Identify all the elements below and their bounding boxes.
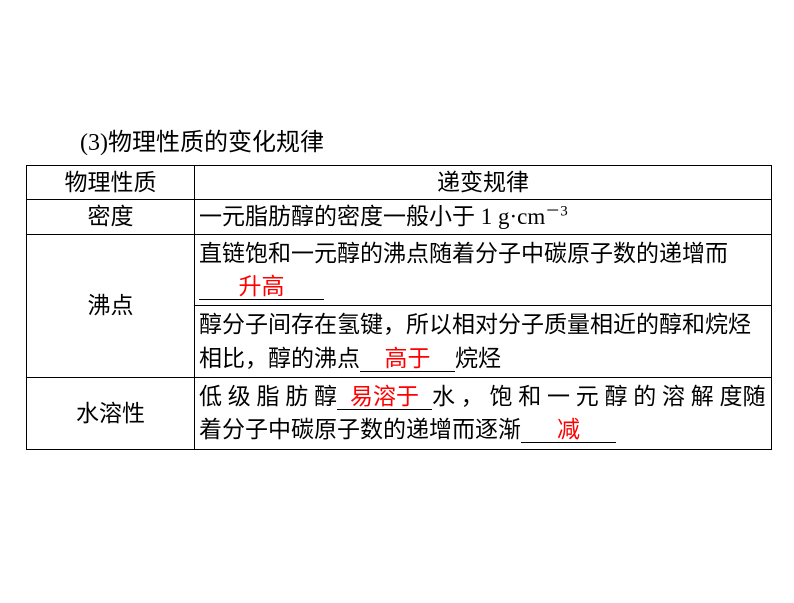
- solubility-text-a: 低 级 脂 肪 醇: [199, 384, 337, 409]
- header-rule: 递变规律: [195, 166, 772, 200]
- answer-boiling-2: 高于: [385, 346, 431, 371]
- blank-field: 减: [521, 418, 616, 443]
- row-content-boiling-2: 醇分子间存在氢键，所以相对分子质量相近的醇和烷烃相比，醇的沸点高于烷烃: [195, 306, 772, 378]
- properties-table: 物理性质 递变规律 密度 一元脂肪醇的密度一般小于 1 g·cm－3 沸点 直链…: [26, 165, 772, 450]
- header-property: 物理性质: [27, 166, 195, 200]
- blank-field: 易溶于: [337, 385, 432, 410]
- row-label-boiling: 沸点: [27, 234, 195, 377]
- table-row: 沸点 直链饱和一元醇的沸点随着分子中碳原子数的递增而升高: [27, 234, 772, 306]
- row-content-boiling-1: 直链饱和一元醇的沸点随着分子中碳原子数的递增而升高: [195, 234, 772, 306]
- density-text: 一元脂肪醇的密度一般小于 1 g·cm: [199, 204, 545, 229]
- answer-boiling-1: 升高: [239, 274, 285, 299]
- blank-field: 高于: [360, 347, 455, 372]
- boiling-text-2b: 烷烃: [455, 346, 501, 371]
- row-label-density: 密度: [27, 200, 195, 234]
- row-content-solubility: 低 级 脂 肪 醇易溶于水 ， 饱 和 一 元 醇 的 溶 解 度随着分子中碳原…: [195, 378, 772, 450]
- section-heading: (3)物理性质的变化规律: [80, 122, 772, 157]
- density-exponent: －3: [545, 204, 568, 220]
- document-section: (3)物理性质的变化规律 物理性质 递变规律 密度 一元脂肪醇的密度一般小于 1…: [26, 122, 772, 450]
- row-content-density: 一元脂肪醇的密度一般小于 1 g·cm－3: [195, 200, 772, 234]
- boiling-text-1a: 直链饱和一元醇的沸点随着分子中碳原子数的递增而: [199, 241, 728, 266]
- answer-solubility-2: 减: [557, 417, 580, 442]
- table-row: 水溶性 低 级 脂 肪 醇易溶于水 ， 饱 和 一 元 醇 的 溶 解 度随着分…: [27, 378, 772, 450]
- table-header-row: 物理性质 递变规律: [27, 166, 772, 200]
- row-label-solubility: 水溶性: [27, 378, 195, 450]
- table-row: 密度 一元脂肪醇的密度一般小于 1 g·cm－3: [27, 200, 772, 234]
- blank-field: 升高: [199, 275, 324, 300]
- answer-solubility-1: 易溶于: [350, 384, 419, 409]
